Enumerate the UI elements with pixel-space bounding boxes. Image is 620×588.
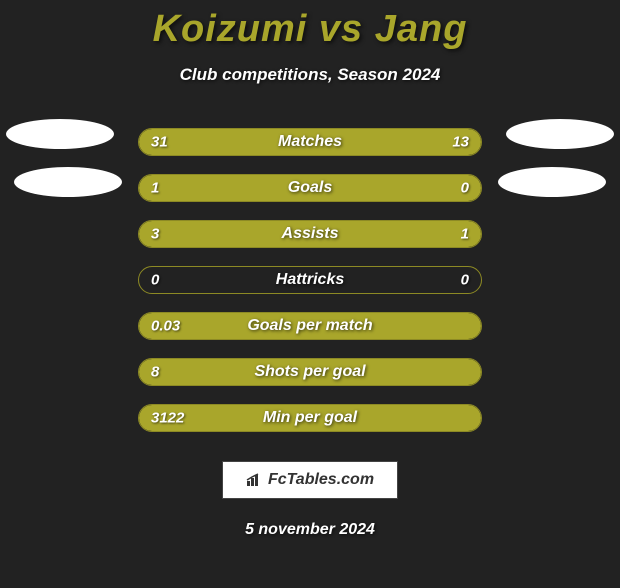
bar-right [406, 175, 481, 201]
bar-track: 8 Shots per goal [138, 358, 482, 386]
player-left-badge-2 [14, 167, 122, 197]
stat-label: Goals [288, 179, 332, 197]
stat-label: Matches [278, 133, 342, 151]
chart-icon [246, 473, 264, 487]
stat-value-left: 3122 [151, 410, 184, 427]
bar-track: 3 Assists 1 [138, 220, 482, 248]
player-left-badge [6, 119, 114, 149]
stat-value-right: 13 [452, 134, 469, 151]
page-subtitle: Club competitions, Season 2024 [0, 65, 620, 85]
logo-label: FcTables.com [268, 471, 374, 489]
stat-label: Min per goal [263, 409, 357, 427]
bar-track: 0 Hattricks 0 [138, 266, 482, 294]
source-logo: FcTables.com [222, 461, 398, 499]
bar-track: 31 Matches 13 [138, 128, 482, 156]
footer-date: 5 november 2024 [0, 521, 620, 539]
stat-value-right: 0 [461, 180, 469, 197]
stat-label: Hattricks [276, 271, 344, 289]
source-logo-text: FcTables.com [246, 471, 374, 489]
stat-value-left: 8 [151, 364, 159, 381]
stat-row: 3122 Min per goal [0, 395, 620, 441]
stat-value-left: 1 [151, 180, 159, 197]
bar-track: 0.03 Goals per match [138, 312, 482, 340]
player-right-badge-2 [498, 167, 606, 197]
stat-label: Shots per goal [254, 363, 365, 381]
bar-left [139, 175, 406, 201]
stat-row: 0.03 Goals per match [0, 303, 620, 349]
stat-row: 3 Assists 1 [0, 211, 620, 257]
stat-row: 0 Hattricks 0 [0, 257, 620, 303]
stat-value-right: 1 [461, 226, 469, 243]
stat-value-right: 0 [461, 272, 469, 289]
player-right-badge [506, 119, 614, 149]
comparison-chart: 31 Matches 13 1 Goals 0 3 Assists 1 0 Ha… [0, 119, 620, 441]
stat-value-left: 0.03 [151, 318, 180, 335]
stat-label: Assists [282, 225, 339, 243]
page-title: Koizumi vs Jang [0, 8, 620, 51]
stat-label: Goals per match [247, 317, 372, 335]
bar-track: 1 Goals 0 [138, 174, 482, 202]
stat-value-left: 0 [151, 272, 159, 289]
stat-value-left: 31 [151, 134, 168, 151]
bar-track: 3122 Min per goal [138, 404, 482, 432]
stat-row: 8 Shots per goal [0, 349, 620, 395]
stat-value-left: 3 [151, 226, 159, 243]
